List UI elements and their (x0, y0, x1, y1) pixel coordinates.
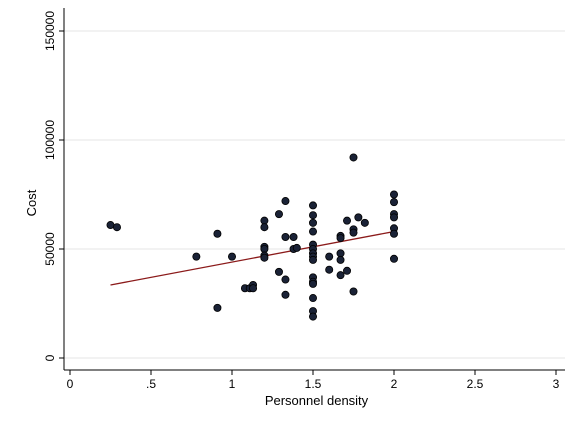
data-point (289, 233, 298, 242)
x-tick-label: 3 (553, 377, 560, 391)
data-point (308, 218, 317, 227)
data-point (389, 213, 398, 222)
x-tick-label: 2.5 (467, 377, 484, 391)
data-point (308, 227, 317, 236)
data-point (260, 223, 269, 232)
y-tick-label: 0 (43, 354, 57, 361)
data-point (213, 303, 222, 312)
x-axis-label: Personnel density (265, 393, 369, 408)
x-tick-label: 0 (67, 377, 74, 391)
data-point (349, 287, 358, 296)
axes: 0 .5 1 1.5 2 2.5 3 0 50000 100000 150000 (43, 8, 565, 391)
data-point (112, 223, 121, 232)
data-point (325, 265, 334, 274)
data-point (227, 252, 236, 261)
data-point (389, 229, 398, 238)
data-point (349, 228, 358, 237)
x-tick-label: .5 (146, 377, 156, 391)
data-point (343, 266, 352, 275)
data-point (274, 267, 283, 276)
data-point (281, 197, 290, 206)
data-point (360, 218, 369, 227)
data-point (308, 201, 317, 210)
y-axis-label: Cost (24, 189, 39, 216)
data-point (260, 253, 269, 262)
data-point (213, 229, 222, 238)
data-point (325, 252, 334, 261)
fit-line (110, 230, 395, 286)
x-tick-label: 1.5 (305, 377, 322, 391)
data-point (281, 275, 290, 284)
data-point (281, 290, 290, 299)
fit-line-layer (110, 230, 395, 286)
data-point (292, 243, 301, 252)
data-point (389, 254, 398, 263)
y-tick-label: 100000 (43, 120, 57, 160)
data-point (389, 190, 398, 199)
data-point (349, 153, 358, 162)
data-point (281, 233, 290, 242)
data-point (249, 284, 258, 293)
data-point (260, 244, 269, 253)
data-point (308, 294, 317, 303)
data-point (389, 198, 398, 207)
x-tick-label: 1 (229, 377, 236, 391)
data-points (106, 153, 398, 321)
data-point (308, 211, 317, 220)
data-point (308, 312, 317, 321)
y-tick-label: 50000 (43, 232, 57, 266)
data-point (336, 255, 345, 264)
data-point (308, 255, 317, 264)
data-point (192, 252, 201, 261)
y-tick-label: 150000 (43, 11, 57, 51)
data-point (336, 234, 345, 243)
data-point (260, 216, 269, 225)
data-point (336, 249, 345, 258)
data-point (336, 271, 345, 280)
data-point (354, 213, 363, 222)
x-tick-label: 2 (391, 377, 398, 391)
data-point (308, 279, 317, 288)
data-point (343, 216, 352, 225)
data-point (274, 210, 283, 219)
